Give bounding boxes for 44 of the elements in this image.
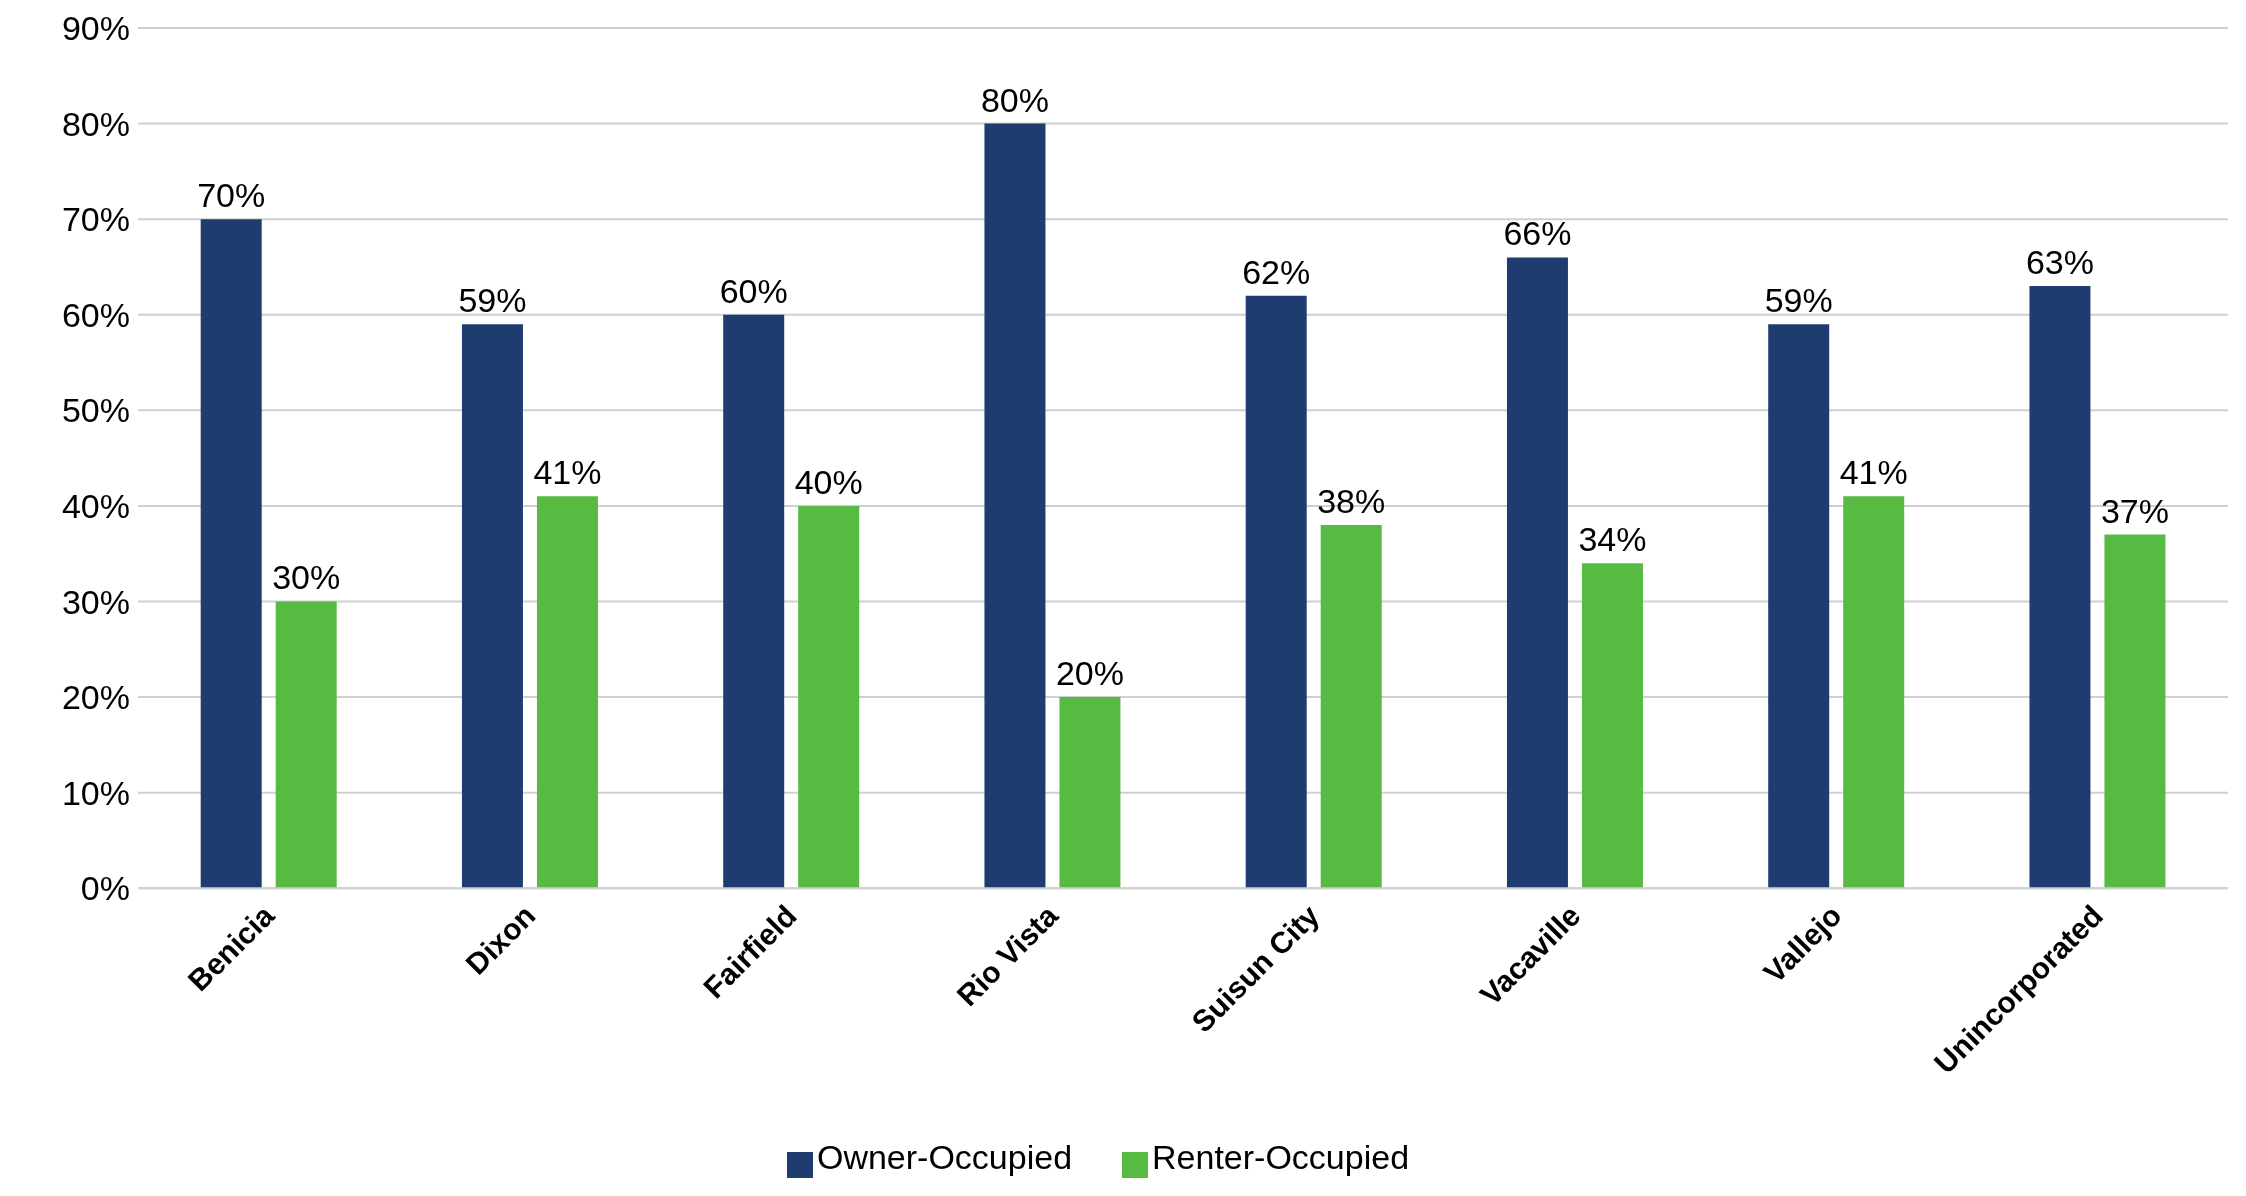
y-tick-label: 40%: [61, 486, 130, 525]
data-label: 80%: [980, 80, 1049, 119]
y-tick-label: 10%: [61, 773, 130, 812]
bar: [536, 496, 598, 889]
data-label: 62%: [1242, 252, 1311, 291]
y-tick-label: 60%: [61, 295, 130, 334]
bar: [798, 505, 860, 889]
legend-label: Renter-Occupied: [1152, 1138, 1410, 1177]
data-label: 59%: [1764, 281, 1833, 320]
bar: [275, 601, 337, 889]
bar: [1768, 324, 1830, 889]
data-label: 37%: [2100, 491, 2169, 530]
data-label: 41%: [1839, 453, 1908, 492]
legend-label: Owner-Occupied: [816, 1138, 1073, 1177]
data-label: 38%: [1317, 482, 1386, 521]
bar: [2029, 286, 2091, 889]
y-tick-label: 50%: [61, 391, 130, 430]
data-label: 41%: [533, 453, 602, 492]
bar: [1059, 697, 1121, 889]
data-label: 59%: [458, 281, 527, 320]
data-label: 60%: [719, 271, 788, 310]
bar: [984, 123, 1046, 889]
bar: [1506, 257, 1568, 889]
data-label: 30%: [272, 558, 341, 597]
bar: [723, 314, 785, 889]
y-tick-label: 80%: [61, 104, 130, 143]
bar: [1843, 496, 1905, 889]
data-label: 66%: [1503, 214, 1572, 253]
data-label: 70%: [197, 176, 266, 215]
data-label: 40%: [794, 462, 863, 501]
data-label: 34%: [1578, 520, 1647, 559]
bar: [2104, 534, 2166, 889]
y-tick-label: 0%: [80, 869, 130, 908]
data-label: 63%: [2025, 243, 2094, 282]
y-tick-label: 20%: [61, 678, 130, 717]
data-label: 20%: [1055, 654, 1124, 693]
bar: [1245, 295, 1307, 889]
bar: [1581, 563, 1643, 889]
bar: [200, 219, 262, 889]
y-tick-label: 30%: [61, 582, 130, 621]
bar: [1320, 525, 1382, 889]
y-tick-label: 70%: [61, 200, 130, 239]
bar: [461, 324, 523, 889]
y-tick-label: 90%: [61, 9, 130, 48]
